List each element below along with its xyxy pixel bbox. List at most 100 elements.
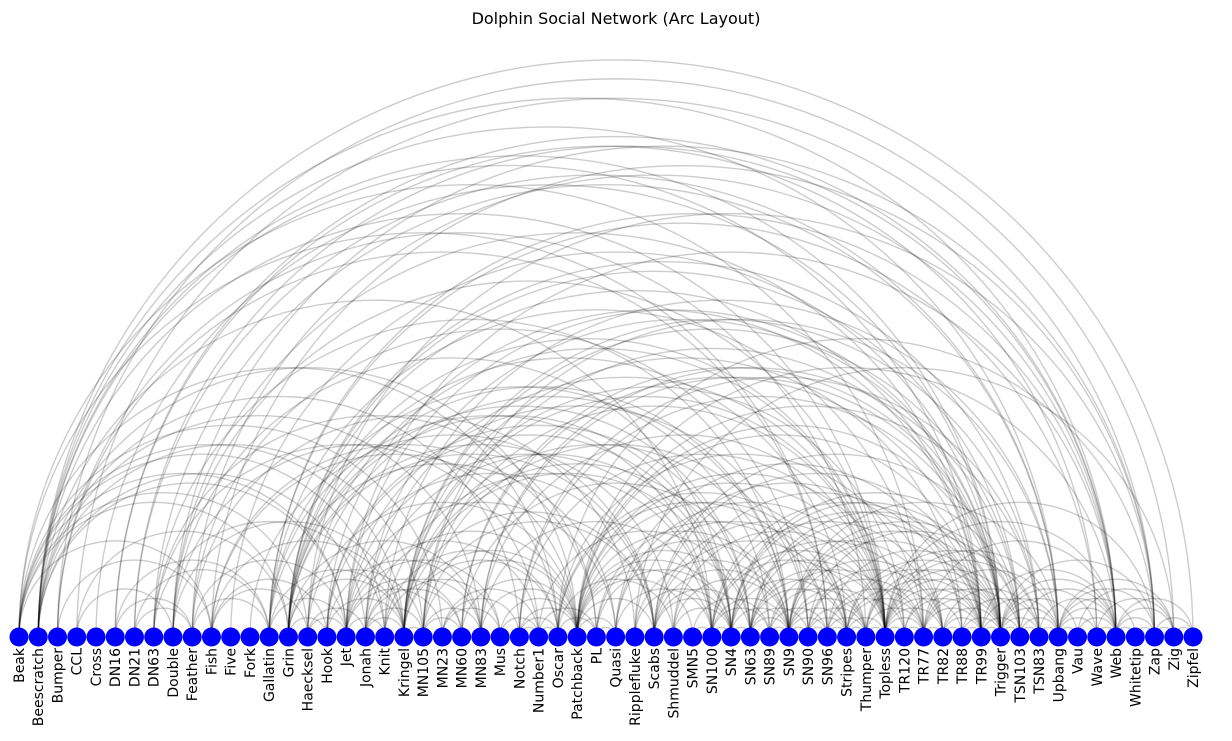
- node-notch[interactable]: [509, 627, 529, 647]
- node-jet[interactable]: [336, 627, 356, 647]
- edge-arc: [364, 607, 424, 638]
- edge-arc: [422, 520, 655, 638]
- node-label: TR77: [917, 648, 933, 685]
- node-sn96[interactable]: [817, 627, 837, 647]
- node-mn105[interactable]: [413, 627, 433, 647]
- node-zig[interactable]: [1164, 627, 1184, 647]
- node-vau[interactable]: [1068, 627, 1088, 647]
- node-trigger[interactable]: [991, 627, 1011, 647]
- node-stripes[interactable]: [837, 627, 857, 647]
- node-tsn103[interactable]: [1010, 627, 1030, 647]
- node-thumper[interactable]: [856, 627, 876, 647]
- node-patchback[interactable]: [567, 627, 587, 647]
- node-dn16[interactable]: [105, 627, 125, 647]
- node-five[interactable]: [221, 627, 241, 647]
- edge-arc: [287, 386, 790, 638]
- node-label: Mus: [493, 648, 509, 676]
- node-sn9[interactable]: [779, 627, 799, 647]
- node-tsn83[interactable]: [1029, 627, 1049, 647]
- node-grin[interactable]: [278, 627, 298, 647]
- edge-arc: [845, 559, 1002, 638]
- node-label: Notch: [512, 648, 528, 689]
- edge-arc: [287, 578, 405, 638]
- edge-arc: [768, 607, 829, 638]
- node-ripplefluke[interactable]: [625, 627, 645, 647]
- node-whitetip[interactable]: [1125, 627, 1145, 647]
- node-sn89[interactable]: [760, 627, 780, 647]
- node-sn100[interactable]: [702, 627, 722, 647]
- node-number1[interactable]: [529, 627, 549, 647]
- node-label: Whitetip: [1128, 648, 1144, 707]
- node-quasi[interactable]: [606, 627, 626, 647]
- edge-arc: [1096, 598, 1175, 638]
- edge-arc: [460, 578, 578, 638]
- node-mn23[interactable]: [432, 627, 452, 647]
- edge-arc: [172, 232, 982, 638]
- node-zipfel[interactable]: [1183, 627, 1203, 647]
- node-tr99[interactable]: [971, 627, 991, 647]
- node-ccl[interactable]: [67, 627, 87, 647]
- node-sn90[interactable]: [798, 627, 818, 647]
- node-bumper[interactable]: [47, 627, 67, 647]
- edge-arc: [287, 270, 1021, 638]
- node-kringel[interactable]: [394, 627, 414, 647]
- node-double[interactable]: [163, 627, 183, 647]
- node-label: SN96: [820, 648, 836, 685]
- node-label: TSN103: [1013, 648, 1029, 704]
- node-label: SN90: [801, 648, 817, 685]
- edge-arc: [942, 588, 1040, 638]
- edge-arc: [460, 377, 982, 638]
- node-haecksel[interactable]: [298, 627, 318, 647]
- node-smn5[interactable]: [683, 627, 703, 647]
- node-beak[interactable]: [9, 627, 29, 647]
- edge-arc: [153, 318, 790, 638]
- node-knit[interactable]: [375, 627, 395, 647]
- node-shmuddel[interactable]: [663, 627, 683, 647]
- edge-arc: [653, 597, 732, 638]
- node-fork[interactable]: [240, 627, 260, 647]
- node-sn63[interactable]: [740, 627, 760, 647]
- node-oscar[interactable]: [548, 627, 568, 647]
- node-tr82[interactable]: [933, 627, 953, 647]
- node-scabs[interactable]: [644, 627, 664, 647]
- node-hook[interactable]: [317, 627, 337, 647]
- edge-arc: [653, 520, 886, 638]
- node-jonah[interactable]: [355, 627, 375, 647]
- edge-arc: [749, 540, 944, 638]
- node-mn60[interactable]: [452, 627, 472, 647]
- node-zap[interactable]: [1145, 627, 1165, 647]
- edge-arc: [768, 569, 906, 638]
- edge-arc: [480, 366, 1021, 638]
- node-web[interactable]: [1106, 627, 1126, 647]
- node-dn63[interactable]: [144, 627, 164, 647]
- node-label: Gallatin: [262, 648, 278, 702]
- node-wave[interactable]: [1087, 627, 1107, 647]
- edge-arc: [441, 607, 501, 638]
- node-beescratch[interactable]: [28, 627, 48, 647]
- node-tr120[interactable]: [894, 627, 914, 647]
- node-sn4[interactable]: [721, 627, 741, 647]
- node-label: PL: [589, 648, 605, 664]
- node-label: Bumper: [50, 648, 66, 704]
- node-label: Zig: [1167, 648, 1183, 670]
- node-topless[interactable]: [875, 627, 895, 647]
- node-cross[interactable]: [86, 627, 106, 647]
- node-feather[interactable]: [182, 627, 202, 647]
- edge-arc: [711, 559, 867, 638]
- node-fish[interactable]: [201, 627, 221, 647]
- edge-arc: [210, 453, 578, 638]
- edge-arc: [460, 482, 771, 638]
- edge-arc: [287, 453, 655, 638]
- node-tr77[interactable]: [914, 627, 934, 647]
- edge-arc: [345, 588, 444, 638]
- edge-arc: [537, 530, 752, 638]
- node-pl[interactable]: [586, 627, 606, 647]
- node-tr88[interactable]: [952, 627, 972, 647]
- node-upbang[interactable]: [1048, 627, 1068, 647]
- node-gallatin[interactable]: [259, 627, 279, 647]
- node-label: Vau: [1071, 648, 1087, 674]
- node-mus[interactable]: [490, 627, 510, 647]
- node-mn83[interactable]: [471, 627, 491, 647]
- edge-arc: [865, 569, 1002, 638]
- node-dn21[interactable]: [124, 627, 144, 647]
